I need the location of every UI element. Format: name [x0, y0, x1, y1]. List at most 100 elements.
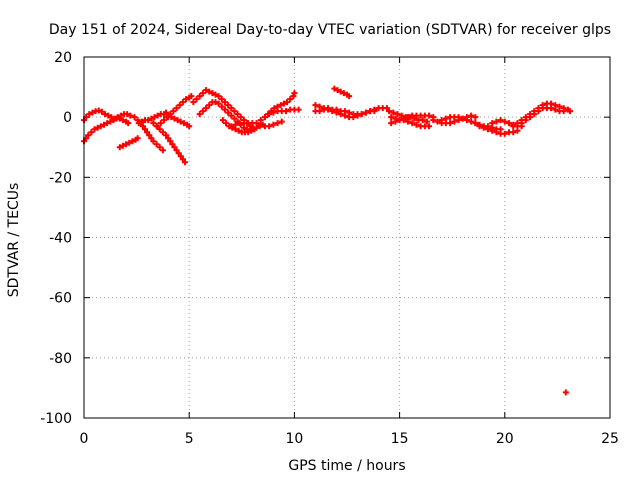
data-point	[181, 159, 188, 166]
data-point	[413, 121, 420, 128]
series-arc-z	[518, 105, 567, 127]
data-point	[102, 111, 109, 118]
y-tick-label: 0	[63, 110, 72, 126]
x-tick-label: 5	[185, 431, 194, 447]
data-point	[179, 99, 186, 106]
data-point	[398, 112, 405, 119]
data-point	[510, 123, 517, 130]
data-point	[434, 118, 441, 125]
data-point	[489, 127, 496, 134]
data-point	[350, 114, 357, 121]
data-point	[274, 120, 281, 127]
data-point	[388, 114, 395, 121]
data-point	[386, 108, 393, 115]
data-point	[426, 123, 433, 130]
series-arc-p	[312, 106, 378, 121]
data-point	[261, 114, 268, 121]
data-point	[442, 115, 449, 122]
data-point	[278, 118, 285, 125]
data-point	[203, 105, 210, 112]
data-point	[232, 121, 239, 128]
data-point	[86, 111, 93, 118]
data-point	[266, 111, 273, 118]
data-point	[116, 144, 123, 151]
data-point	[489, 120, 496, 127]
data-point	[124, 111, 131, 118]
data-point	[396, 117, 403, 124]
data-point	[212, 91, 219, 98]
data-point	[135, 120, 142, 127]
series-arc-w	[472, 120, 521, 137]
series-arc-m	[261, 90, 298, 121]
data-point	[231, 108, 238, 115]
data-point	[468, 118, 475, 125]
data-point	[89, 109, 96, 116]
series-arc-j	[196, 99, 257, 133]
data-point	[142, 126, 149, 133]
data-point	[290, 93, 297, 100]
data-point	[291, 90, 298, 97]
series-arc-f	[150, 120, 188, 166]
series-arc-l	[228, 118, 285, 130]
y-tick-label: -60	[49, 291, 72, 307]
data-point	[144, 129, 151, 136]
data-points	[81, 85, 574, 396]
data-point	[331, 85, 338, 92]
data-point	[333, 109, 340, 116]
data-point	[419, 117, 426, 124]
series-arc-b	[81, 115, 132, 145]
series-arc-u	[430, 112, 479, 127]
data-point	[123, 141, 130, 148]
data-point	[218, 96, 225, 103]
data-point	[400, 115, 407, 122]
data-point	[280, 100, 287, 107]
data-point	[426, 112, 433, 119]
data-point	[119, 117, 126, 124]
chart-title: Day 151 of 2024, Sidereal Day-to-day VTE…	[49, 22, 611, 38]
data-point	[251, 126, 258, 133]
data-point	[231, 115, 238, 122]
data-point	[476, 123, 483, 130]
data-point	[295, 106, 302, 113]
data-point	[105, 112, 112, 119]
data-point	[116, 115, 123, 122]
series-arc-n	[257, 106, 302, 124]
y-tick-label: -100	[40, 411, 72, 427]
data-point	[409, 120, 416, 127]
data-point	[423, 118, 430, 125]
data-point	[497, 117, 504, 124]
data-point	[129, 138, 136, 145]
data-point	[234, 111, 241, 118]
data-point	[196, 93, 203, 100]
data-point	[117, 112, 124, 119]
data-point	[156, 144, 163, 151]
data-point	[146, 132, 153, 139]
data-point	[518, 120, 525, 127]
data-point	[463, 117, 470, 124]
series-outlier	[562, 389, 569, 396]
series-arc-c	[116, 135, 141, 151]
data-point	[522, 117, 529, 124]
data-point	[173, 105, 180, 112]
data-point	[287, 96, 294, 103]
data-point	[125, 120, 132, 127]
data-point	[501, 130, 508, 137]
data-point	[480, 124, 487, 131]
data-point	[531, 111, 538, 118]
data-point	[131, 114, 138, 121]
series-arc-k	[219, 117, 258, 136]
data-point	[225, 102, 232, 109]
data-point	[459, 115, 466, 122]
data-point	[159, 129, 166, 136]
data-point	[493, 118, 500, 125]
data-point	[163, 132, 170, 139]
data-point	[527, 114, 534, 121]
series-arc-t	[388, 112, 437, 127]
y-tick-label: -40	[49, 231, 72, 247]
y-tick-label: -20	[49, 170, 72, 186]
series-arc-y	[510, 100, 574, 130]
data-point	[358, 111, 365, 118]
data-point	[160, 117, 167, 124]
data-point	[346, 93, 353, 100]
data-point	[188, 93, 195, 100]
